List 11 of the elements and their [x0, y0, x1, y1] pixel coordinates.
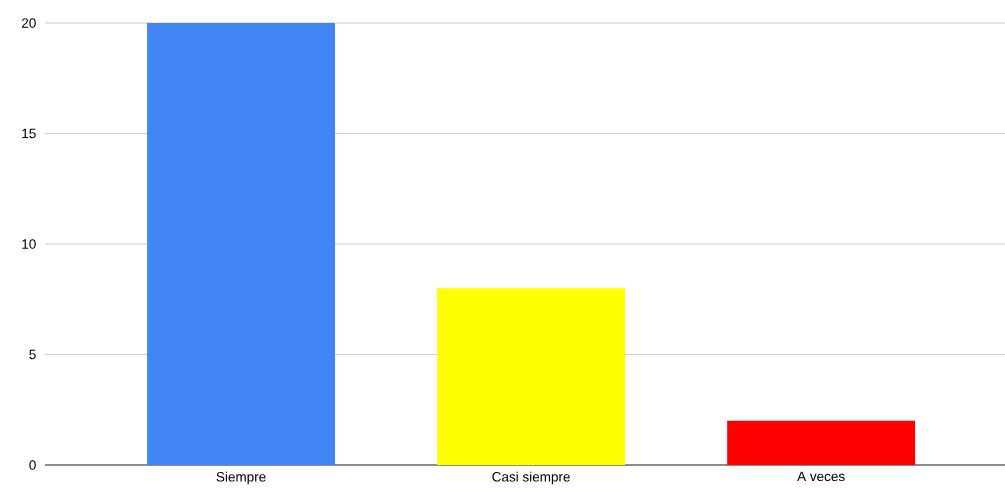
y-tick-label: 20	[21, 18, 36, 28]
y-tick-label: 0	[29, 460, 36, 470]
x-tick-label: Casi siempre	[492, 471, 570, 485]
bar	[727, 420, 916, 465]
x-tick-label: A veces	[797, 471, 845, 482]
x-tick-label: Siempre	[216, 471, 266, 485]
bar	[437, 288, 626, 465]
y-tick-label: 10	[22, 239, 36, 249]
y-tick-label: 15	[22, 128, 36, 139]
bar	[147, 23, 336, 465]
y-tick-label: 5	[29, 349, 36, 360]
